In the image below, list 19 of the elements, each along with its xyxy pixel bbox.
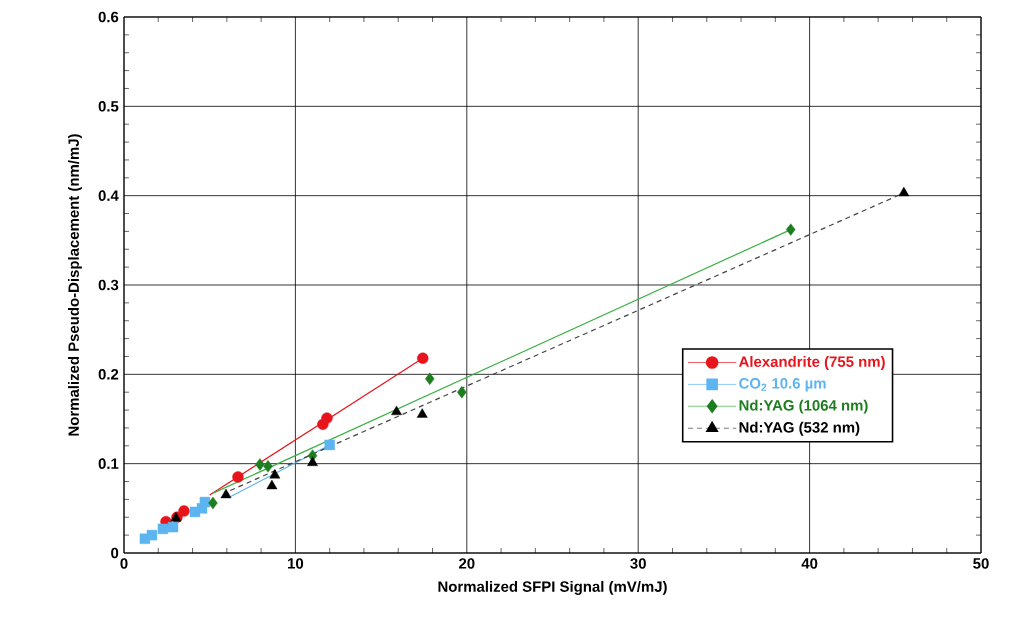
legend-label: Nd:YAG (1064 nm) bbox=[739, 399, 868, 414]
y-tick-label: 0.1 bbox=[98, 458, 119, 469]
y-axis-title: Normalized Pseudo-Displacement (nm/mJ) bbox=[67, 134, 82, 436]
y-tick-label: 0.6 bbox=[98, 11, 119, 23]
y-tick-label: 0.4 bbox=[98, 190, 119, 201]
legend-label: Nd:YAG (532 nm) bbox=[739, 421, 860, 436]
legend-label: Alexandrite (755 nm) bbox=[738, 356, 885, 370]
y-tick-label: 0.3 bbox=[98, 279, 119, 291]
y-tick-label: 0 bbox=[111, 547, 119, 559]
x-axis-title: Normalized SFPI Signal (mV/mJ) bbox=[438, 580, 667, 595]
x-tick-label: 0 bbox=[120, 558, 128, 569]
x-tick-label: 30 bbox=[630, 558, 646, 569]
x-tick-label: 50 bbox=[973, 558, 989, 569]
x-tick-label: 40 bbox=[801, 558, 818, 569]
x-tick-label: 20 bbox=[459, 558, 475, 569]
y-tick-label: 0.5 bbox=[98, 101, 119, 112]
legend-label: CO$_{2}$ 10.6 µm bbox=[739, 378, 826, 392]
x-tick-label: 10 bbox=[288, 558, 304, 569]
y-tick-label: 0.2 bbox=[98, 369, 119, 380]
